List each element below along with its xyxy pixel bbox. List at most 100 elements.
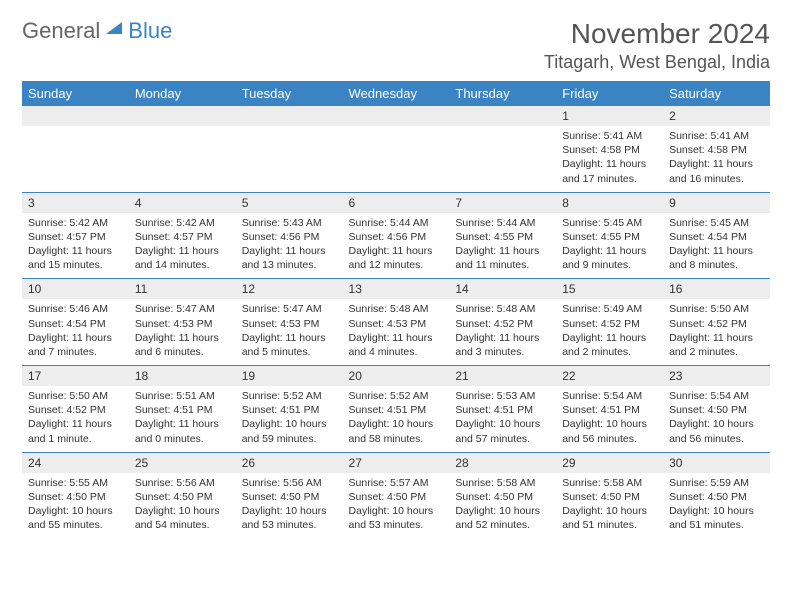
- sunset-text: Sunset: 4:50 PM: [669, 403, 764, 417]
- calendar-row: 17Sunrise: 5:50 AMSunset: 4:52 PMDayligh…: [22, 366, 770, 453]
- calendar-cell: 19Sunrise: 5:52 AMSunset: 4:51 PMDayligh…: [236, 366, 343, 453]
- header: General Blue November 2024 Titagarh, Wes…: [22, 18, 770, 73]
- sunrise-text: Sunrise: 5:52 AM: [242, 389, 337, 403]
- daylight-text: Daylight: 11 hours and 2 minutes.: [669, 331, 764, 359]
- day-number: 8: [556, 193, 663, 213]
- day-data: Sunrise: 5:49 AMSunset: 4:52 PMDaylight:…: [556, 299, 663, 365]
- day-number: 11: [129, 279, 236, 299]
- day-number: 6: [343, 193, 450, 213]
- calendar-row: 24Sunrise: 5:55 AMSunset: 4:50 PMDayligh…: [22, 452, 770, 538]
- calendar-cell: 21Sunrise: 5:53 AMSunset: 4:51 PMDayligh…: [449, 366, 556, 453]
- day-number: 17: [22, 366, 129, 386]
- daylight-text: Daylight: 10 hours and 58 minutes.: [349, 417, 444, 445]
- logo-word2: Blue: [128, 18, 172, 44]
- sunset-text: Sunset: 4:52 PM: [562, 317, 657, 331]
- sunset-text: Sunset: 4:53 PM: [349, 317, 444, 331]
- sunset-text: Sunset: 4:50 PM: [455, 490, 550, 504]
- day-number: [449, 106, 556, 126]
- sunset-text: Sunset: 4:51 PM: [135, 403, 230, 417]
- day-number: [22, 106, 129, 126]
- sunset-text: Sunset: 4:51 PM: [455, 403, 550, 417]
- calendar-cell: [22, 106, 129, 192]
- sunset-text: Sunset: 4:58 PM: [562, 143, 657, 157]
- day-number: 23: [663, 366, 770, 386]
- sunset-text: Sunset: 4:52 PM: [28, 403, 123, 417]
- calendar-cell: [449, 106, 556, 192]
- day-data: Sunrise: 5:44 AMSunset: 4:56 PMDaylight:…: [343, 213, 450, 279]
- day-data: [236, 126, 343, 184]
- day-number: 18: [129, 366, 236, 386]
- day-data: [449, 126, 556, 184]
- day-data: Sunrise: 5:50 AMSunset: 4:52 PMDaylight:…: [22, 386, 129, 452]
- daylight-text: Daylight: 10 hours and 57 minutes.: [455, 417, 550, 445]
- daylight-text: Daylight: 11 hours and 13 minutes.: [242, 244, 337, 272]
- calendar-cell: 8Sunrise: 5:45 AMSunset: 4:55 PMDaylight…: [556, 192, 663, 279]
- day-number: 20: [343, 366, 450, 386]
- sunrise-text: Sunrise: 5:51 AM: [135, 389, 230, 403]
- sunset-text: Sunset: 4:50 PM: [28, 490, 123, 504]
- daylight-text: Daylight: 11 hours and 16 minutes.: [669, 157, 764, 185]
- calendar-cell: 6Sunrise: 5:44 AMSunset: 4:56 PMDaylight…: [343, 192, 450, 279]
- day-number: 24: [22, 453, 129, 473]
- daylight-text: Daylight: 10 hours and 51 minutes.: [669, 504, 764, 532]
- sunrise-text: Sunrise: 5:43 AM: [242, 216, 337, 230]
- sunrise-text: Sunrise: 5:44 AM: [455, 216, 550, 230]
- day-number: 30: [663, 453, 770, 473]
- daylight-text: Daylight: 10 hours and 54 minutes.: [135, 504, 230, 532]
- daylight-text: Daylight: 10 hours and 53 minutes.: [349, 504, 444, 532]
- sunset-text: Sunset: 4:55 PM: [455, 230, 550, 244]
- sunrise-text: Sunrise: 5:59 AM: [669, 476, 764, 490]
- logo-word1: General: [22, 18, 100, 44]
- weekday-header: Friday: [556, 81, 663, 106]
- sunrise-text: Sunrise: 5:52 AM: [349, 389, 444, 403]
- calendar-cell: 9Sunrise: 5:45 AMSunset: 4:54 PMDaylight…: [663, 192, 770, 279]
- sunrise-text: Sunrise: 5:47 AM: [242, 302, 337, 316]
- day-data: Sunrise: 5:56 AMSunset: 4:50 PMDaylight:…: [236, 473, 343, 539]
- weekday-header: Monday: [129, 81, 236, 106]
- daylight-text: Daylight: 10 hours and 56 minutes.: [562, 417, 657, 445]
- daylight-text: Daylight: 11 hours and 17 minutes.: [562, 157, 657, 185]
- calendar-cell: 29Sunrise: 5:58 AMSunset: 4:50 PMDayligh…: [556, 452, 663, 538]
- daylight-text: Daylight: 10 hours and 51 minutes.: [562, 504, 657, 532]
- calendar-cell: 23Sunrise: 5:54 AMSunset: 4:50 PMDayligh…: [663, 366, 770, 453]
- daylight-text: Daylight: 10 hours and 56 minutes.: [669, 417, 764, 445]
- day-number: 29: [556, 453, 663, 473]
- sunrise-text: Sunrise: 5:54 AM: [562, 389, 657, 403]
- sunrise-text: Sunrise: 5:56 AM: [135, 476, 230, 490]
- day-data: [129, 126, 236, 184]
- day-data: Sunrise: 5:52 AMSunset: 4:51 PMDaylight:…: [343, 386, 450, 452]
- sunrise-text: Sunrise: 5:46 AM: [28, 302, 123, 316]
- day-data: Sunrise: 5:57 AMSunset: 4:50 PMDaylight:…: [343, 473, 450, 539]
- day-number: 5: [236, 193, 343, 213]
- calendar-table: SundayMondayTuesdayWednesdayThursdayFrid…: [22, 81, 770, 538]
- sunrise-text: Sunrise: 5:41 AM: [562, 129, 657, 143]
- calendar-cell: 1 Sunrise: 5:41 AMSunset: 4:58 PMDaylight…: [556, 106, 663, 192]
- day-data: [343, 126, 450, 184]
- weekday-row: SundayMondayTuesdayWednesdayThursdayFrid…: [22, 81, 770, 106]
- calendar-cell: 13Sunrise: 5:48 AMSunset: 4:53 PMDayligh…: [343, 279, 450, 366]
- sunrise-text: Sunrise: 5:49 AM: [562, 302, 657, 316]
- day-number: 1: [556, 106, 663, 126]
- sunset-text: Sunset: 4:57 PM: [28, 230, 123, 244]
- day-data: Sunrise: 5:44 AMSunset: 4:55 PMDaylight:…: [449, 213, 556, 279]
- daylight-text: Daylight: 11 hours and 9 minutes.: [562, 244, 657, 272]
- day-number: 19: [236, 366, 343, 386]
- sunrise-text: Sunrise: 5:45 AM: [562, 216, 657, 230]
- day-data: Sunrise: 5:53 AMSunset: 4:51 PMDaylight:…: [449, 386, 556, 452]
- sunset-text: Sunset: 4:50 PM: [135, 490, 230, 504]
- day-data: Sunrise: 5:45 AMSunset: 4:54 PMDaylight:…: [663, 213, 770, 279]
- sunrise-text: Sunrise: 5:47 AM: [135, 302, 230, 316]
- day-data: Sunrise: 5:46 AMSunset: 4:54 PMDaylight:…: [22, 299, 129, 365]
- sunset-text: Sunset: 4:52 PM: [669, 317, 764, 331]
- daylight-text: Daylight: 11 hours and 0 minutes.: [135, 417, 230, 445]
- day-data: Sunrise: 5:58 AMSunset: 4:50 PMDaylight:…: [556, 473, 663, 539]
- title-block: November 2024 Titagarh, West Bengal, Ind…: [544, 18, 770, 73]
- sunrise-text: Sunrise: 5:55 AM: [28, 476, 123, 490]
- sunset-text: Sunset: 4:51 PM: [562, 403, 657, 417]
- sunrise-text: Sunrise: 5:48 AM: [349, 302, 444, 316]
- daylight-text: Daylight: 10 hours and 59 minutes.: [242, 417, 337, 445]
- day-number: 27: [343, 453, 450, 473]
- day-number: [129, 106, 236, 126]
- day-number: 25: [129, 453, 236, 473]
- calendar-body: 1Sunrise: 5:41 AMSunset: 4:58 PMDaylight…: [22, 106, 770, 538]
